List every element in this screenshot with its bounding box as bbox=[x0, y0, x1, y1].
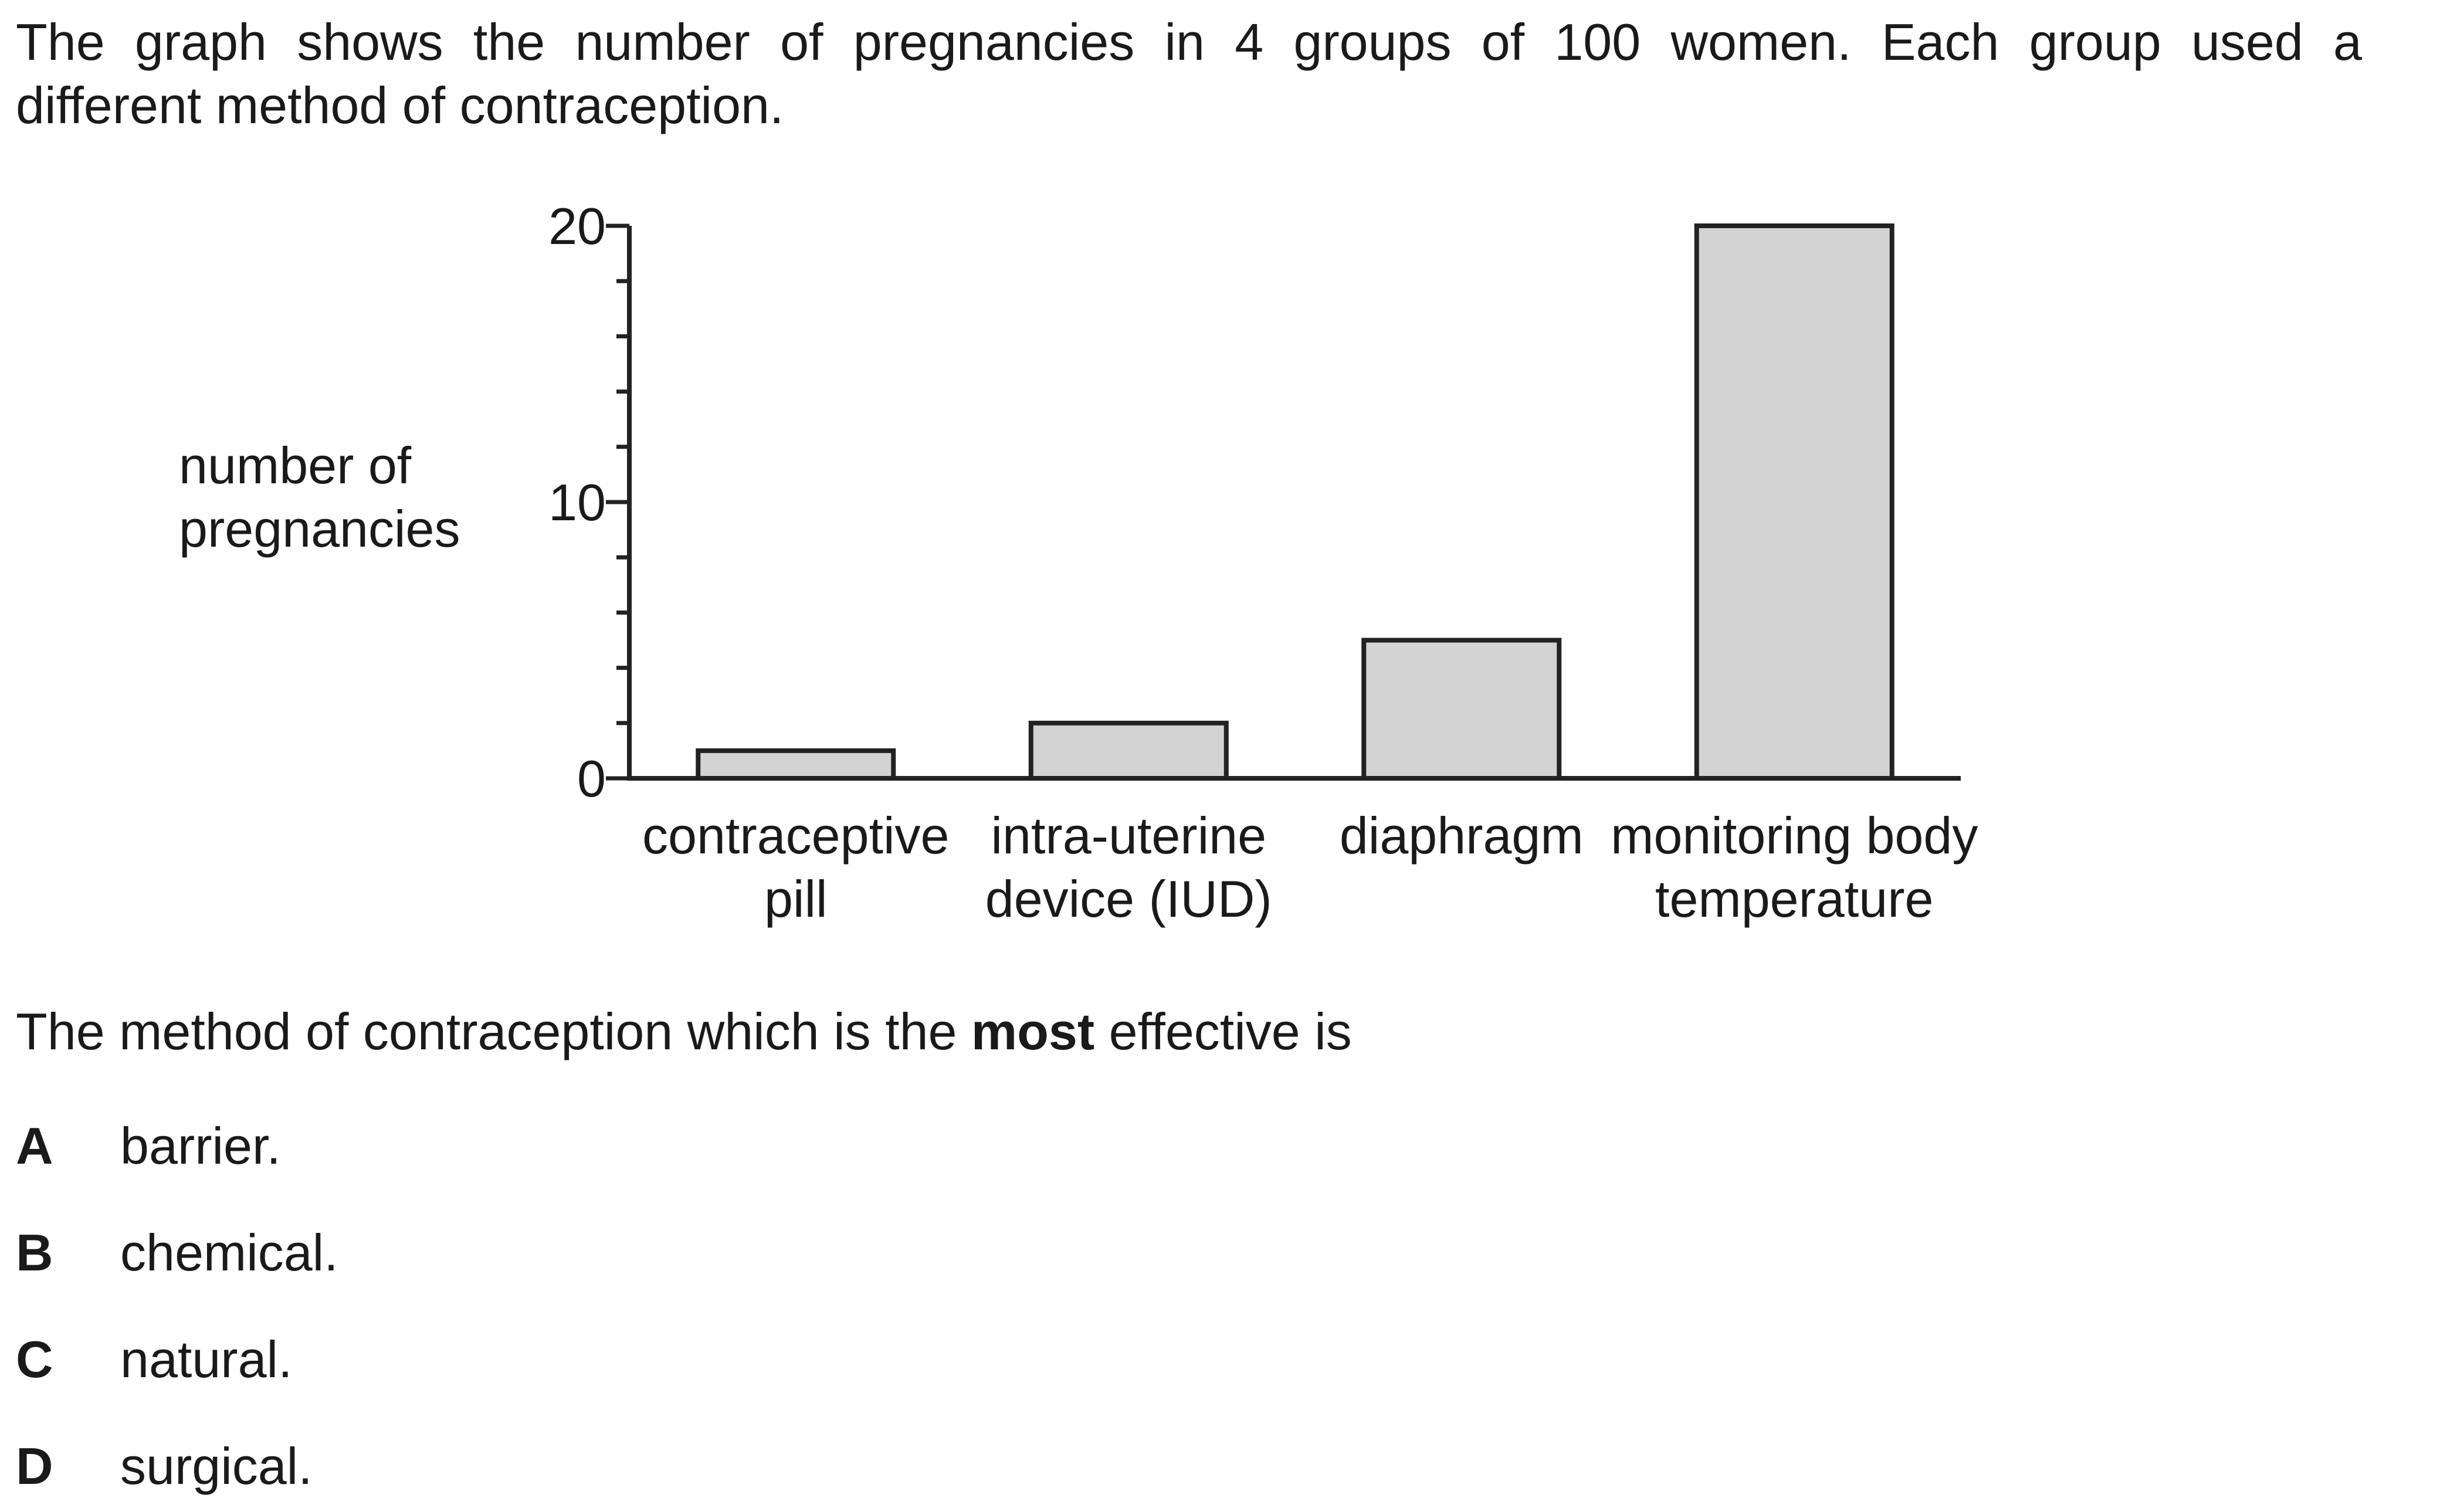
question-bold: most bbox=[971, 1002, 1095, 1060]
y-tick-label: 0 bbox=[577, 750, 606, 808]
x-tick-label-0: contraceptive pill bbox=[642, 806, 949, 928]
bar-1 bbox=[1028, 720, 1229, 781]
y-axis-label: number of pregnancies bbox=[179, 434, 460, 561]
y-axis-label-line-1: number of bbox=[179, 436, 412, 494]
x-tick-label-3: monitoring body temperature bbox=[1611, 806, 1978, 928]
option-d-text: surgical. bbox=[120, 1437, 313, 1495]
question-before: The method of contraception which is the bbox=[16, 1002, 971, 1060]
intro-line-1: The graph shows the number of pregnancie… bbox=[16, 13, 2362, 71]
option-d-letter: D bbox=[16, 1437, 53, 1495]
x-tick-label-1: intra-uterine device (IUD) bbox=[985, 806, 1272, 928]
bar-0 bbox=[696, 748, 896, 781]
x-tick-label-2: diaphragm bbox=[1340, 806, 1584, 865]
y-tick-label: 20 bbox=[548, 197, 606, 255]
y-axis-label-line-2: pregnancies bbox=[179, 500, 460, 558]
y-tick-label: 10 bbox=[548, 473, 606, 531]
option-c-text: natural. bbox=[120, 1330, 293, 1388]
bar-3 bbox=[1694, 223, 1894, 781]
intro-line-2: different method of contraception. bbox=[16, 76, 784, 134]
bar-2 bbox=[1361, 638, 1562, 781]
option-a-letter: A bbox=[16, 1117, 53, 1175]
question-stem: The method of contraception which is the… bbox=[16, 1000, 1352, 1063]
option-b-letter: B bbox=[16, 1224, 53, 1282]
option-b-text: chemical. bbox=[120, 1224, 338, 1282]
intro-text: The graph shows the number of pregnancie… bbox=[16, 11, 2362, 137]
question-after: effective is bbox=[1094, 1002, 1352, 1060]
option-c-letter: C bbox=[16, 1330, 53, 1388]
bar-chart: contraceptive pill intra-uterine device (IU… bbox=[548, 197, 1978, 928]
option-a-text: barrier. bbox=[120, 1117, 281, 1175]
